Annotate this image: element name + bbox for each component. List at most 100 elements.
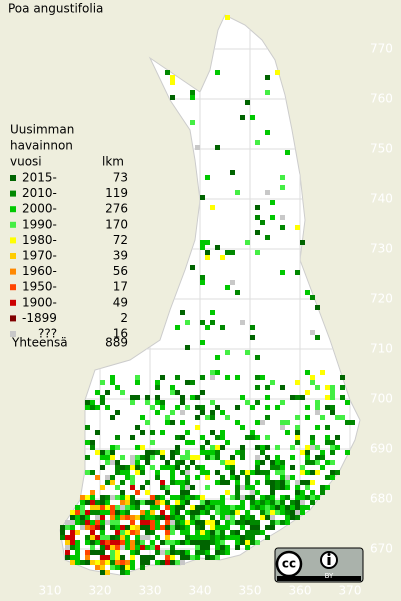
cell — [270, 380, 275, 385]
cell — [100, 495, 105, 500]
cell — [80, 510, 85, 515]
cell — [325, 460, 330, 465]
cell — [125, 500, 130, 505]
cell — [255, 375, 260, 380]
cell — [130, 540, 135, 545]
cell — [150, 515, 155, 520]
cell — [110, 495, 115, 500]
cell — [150, 450, 155, 455]
cell — [160, 480, 165, 485]
cell — [150, 540, 155, 545]
cell — [90, 490, 95, 495]
cell — [280, 185, 285, 190]
cell — [215, 370, 220, 375]
cell — [265, 455, 270, 460]
cell — [185, 450, 190, 455]
cell — [235, 485, 240, 490]
cell — [265, 405, 270, 410]
x-tick-label: 330 — [139, 584, 162, 598]
cell — [210, 505, 215, 510]
x-tick-label: 350 — [239, 584, 262, 598]
cell — [105, 495, 110, 500]
cell — [245, 510, 250, 515]
cell — [280, 270, 285, 275]
cell — [200, 495, 205, 500]
cell — [90, 495, 95, 500]
legend-swatch — [10, 331, 16, 337]
cell — [245, 495, 250, 500]
cell — [275, 510, 280, 515]
cell — [210, 445, 215, 450]
legend-count: 17 — [113, 280, 128, 294]
cell — [205, 530, 210, 535]
cell — [295, 485, 300, 490]
cell — [215, 445, 220, 450]
cell — [65, 520, 70, 525]
cell — [245, 475, 250, 480]
cell — [280, 215, 285, 220]
cell — [220, 540, 225, 545]
cell — [215, 550, 220, 555]
cell — [245, 540, 250, 545]
cell — [110, 520, 115, 525]
cell — [305, 480, 310, 485]
cell — [190, 535, 195, 540]
cell — [170, 515, 175, 520]
cell — [145, 560, 150, 565]
cell — [90, 445, 95, 450]
cell — [165, 500, 170, 505]
cell — [145, 515, 150, 520]
cell — [75, 545, 80, 550]
cell — [280, 470, 285, 475]
cell — [130, 500, 135, 505]
cell — [235, 480, 240, 485]
cell — [140, 485, 145, 490]
cell — [150, 545, 155, 550]
cell — [340, 385, 345, 390]
cell — [175, 495, 180, 500]
cell — [110, 560, 115, 565]
cell — [100, 515, 105, 520]
cell — [95, 520, 100, 525]
cell — [230, 460, 235, 465]
cell — [175, 510, 180, 515]
cell — [290, 505, 295, 510]
cell — [200, 505, 205, 510]
cell — [160, 455, 165, 460]
cell — [235, 495, 240, 500]
cell — [250, 520, 255, 525]
cell — [205, 255, 210, 260]
cell — [180, 480, 185, 485]
cell — [100, 395, 105, 400]
cell — [270, 200, 275, 205]
cell — [205, 455, 210, 460]
cell — [200, 435, 205, 440]
cell — [170, 75, 175, 80]
cell — [60, 530, 65, 535]
legend-label: 2010- — [22, 186, 57, 200]
cell — [235, 190, 240, 195]
cell — [205, 415, 210, 420]
cell — [105, 450, 110, 455]
cell — [250, 515, 255, 520]
cell — [235, 450, 240, 455]
cell — [100, 570, 105, 575]
cell — [225, 465, 230, 470]
cell — [85, 535, 90, 540]
cell — [175, 515, 180, 520]
cell — [270, 215, 275, 220]
cell — [250, 435, 255, 440]
cell — [260, 515, 265, 520]
cell — [330, 410, 335, 415]
cell — [240, 525, 245, 530]
cell — [180, 490, 185, 495]
cell — [210, 310, 215, 315]
cell — [320, 450, 325, 455]
cell — [100, 560, 105, 565]
cell — [285, 495, 290, 500]
cell — [90, 540, 95, 545]
cell — [125, 535, 130, 540]
cell — [315, 400, 320, 405]
cell — [300, 500, 305, 505]
cell — [220, 515, 225, 520]
